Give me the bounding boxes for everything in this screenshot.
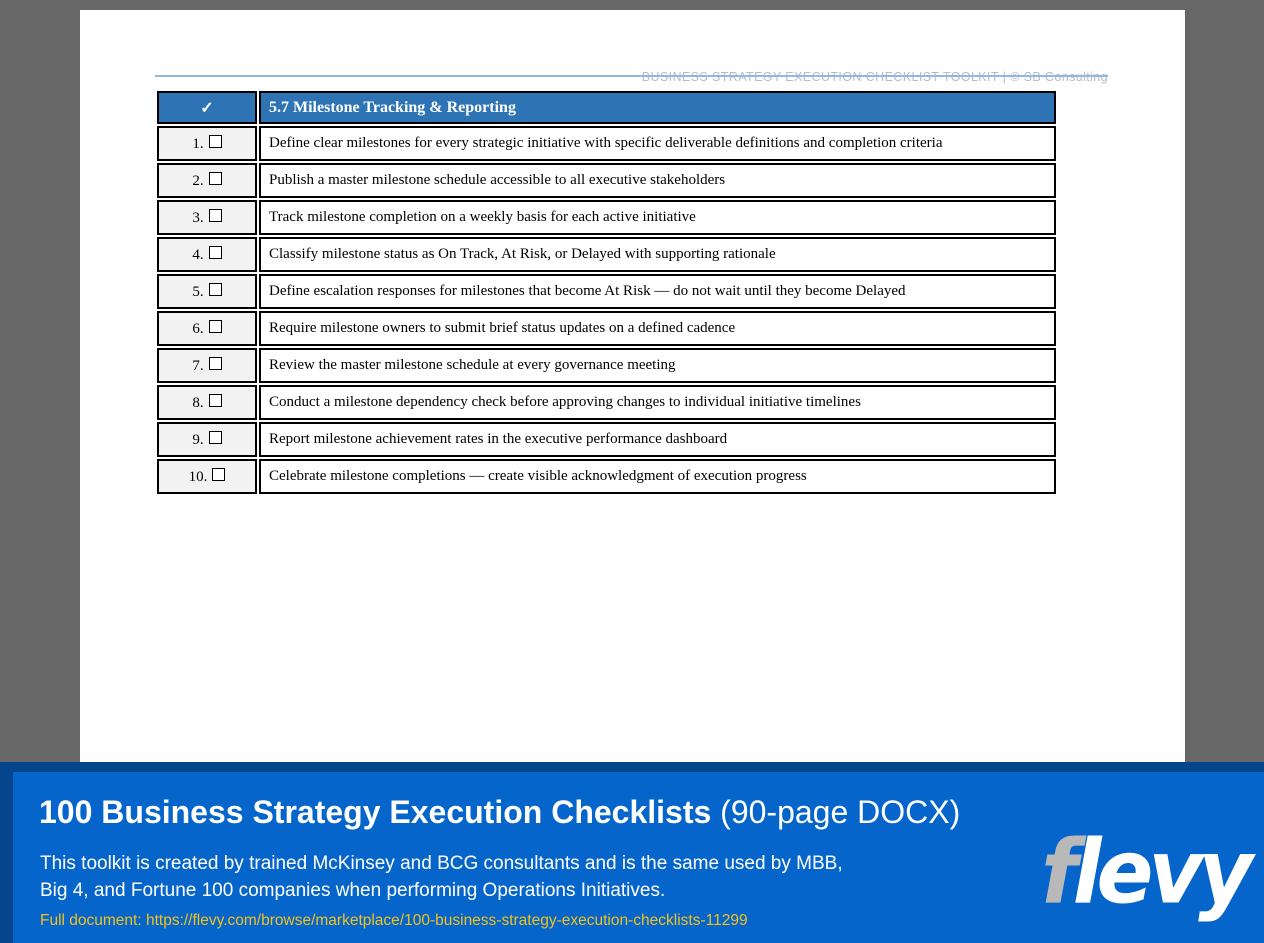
checkbox-icon <box>208 171 222 185</box>
milestone-checklist-table: ✓ 5.7 Milestone Tracking & Reporting 1. … <box>155 89 1058 496</box>
row-text-cell: Define clear milestones for every strate… <box>259 126 1056 161</box>
checkbox-icon <box>208 282 222 296</box>
banner-title: 100 Business Strategy Execution Checklis… <box>39 794 960 831</box>
checklist-item-text: Define escalation responses for mileston… <box>269 283 906 299</box>
header-underline-rule <box>155 75 1108 77</box>
checkbox-icon <box>208 393 222 407</box>
checklist-item-text: Classify milestone status as On Track, A… <box>269 246 776 262</box>
checklist-item-text: Review the master milestone schedule at … <box>269 357 676 373</box>
row-text-cell: Require milestone owners to submit brief… <box>259 311 1056 346</box>
row-number: 2. <box>192 172 204 189</box>
checkbox-icon <box>208 208 222 222</box>
table-row: 2. Publish a master milestone schedule a… <box>157 163 1056 198</box>
row-number: 10. <box>188 468 208 485</box>
banner-description-line2: Big 4, and Fortune 100 companies when pe… <box>40 880 666 901</box>
checkbox-icon <box>208 134 222 148</box>
checkbox-icon <box>212 467 226 481</box>
table-row: 5. Define escalation responses for miles… <box>157 274 1056 309</box>
checklist-item-text: Define clear milestones for every strate… <box>269 135 943 151</box>
table-row: 4. Classify milestone status as On Track… <box>157 237 1056 272</box>
row-text-cell: Celebrate milestone completions — create… <box>259 459 1056 494</box>
checkmark-icon: ✓ <box>200 99 214 117</box>
row-number: 4. <box>192 246 204 263</box>
row-number: 5. <box>192 283 204 300</box>
banner-description: This toolkit is created by trained McKin… <box>40 850 843 904</box>
row-check-cell: 10. <box>157 459 257 494</box>
row-check-cell: 3. <box>157 200 257 235</box>
full-document-link[interactable]: Full document: https://flevy.com/browse/… <box>40 912 748 929</box>
document-page: BUSINESS STRATEGY EXECUTION CHECKLIST TO… <box>80 10 1185 762</box>
checklist-item-text: Celebrate milestone completions — create… <box>269 468 807 484</box>
checkbox-icon <box>208 430 222 444</box>
flevy-logo-f: f <box>1041 820 1077 924</box>
table-row: 7. Review the master milestone schedule … <box>157 348 1056 383</box>
row-text-cell: Conduct a milestone dependency check bef… <box>259 385 1056 420</box>
flevy-logo: flevy <box>1041 828 1253 916</box>
banner-description-line1: This toolkit is created by trained McKin… <box>40 853 843 874</box>
row-check-cell: 9. <box>157 422 257 457</box>
row-check-cell: 2. <box>157 163 257 198</box>
promo-banner: 100 Business Strategy Execution Checklis… <box>0 762 1264 943</box>
row-number: 6. <box>192 320 204 337</box>
row-number: 9. <box>192 431 204 448</box>
row-check-cell: 1. <box>157 126 257 161</box>
row-check-cell: 5. <box>157 274 257 309</box>
table-row: 9. Report milestone achievement rates in… <box>157 422 1056 457</box>
flevy-logo-levy: levy <box>1072 820 1253 924</box>
row-number: 3. <box>192 209 204 226</box>
table-row: 10. Celebrate milestone completions — cr… <box>157 459 1056 494</box>
checklist-item-text: Report milestone achievement rates in th… <box>269 431 728 447</box>
row-text-cell: Define escalation responses for mileston… <box>259 274 1056 309</box>
section-title: 5.7 Milestone Tracking & Reporting <box>269 98 516 116</box>
checkbox-icon <box>208 319 222 333</box>
checklist-item-text: Publish a master milestone schedule acce… <box>269 172 726 188</box>
row-text-cell: Review the master milestone schedule at … <box>259 348 1056 383</box>
checklist-item-text: Require milestone owners to submit brief… <box>269 320 736 336</box>
row-check-cell: 4. <box>157 237 257 272</box>
table-row: 8. Conduct a milestone dependency check … <box>157 385 1056 420</box>
row-text-cell: Publish a master milestone schedule acce… <box>259 163 1056 198</box>
banner-title-bold: 100 Business Strategy Execution Checklis… <box>39 794 712 830</box>
checkbox-icon <box>208 245 222 259</box>
table-header-row: ✓ 5.7 Milestone Tracking & Reporting <box>157 91 1056 124</box>
row-number: 8. <box>192 394 204 411</box>
table-row: 6. Require milestone owners to submit br… <box>157 311 1056 346</box>
row-text-cell: Report milestone achievement rates in th… <box>259 422 1056 457</box>
document-running-header: BUSINESS STRATEGY EXECUTION CHECKLIST TO… <box>641 70 1108 84</box>
table-row: 1. Define clear milestones for every str… <box>157 126 1056 161</box>
row-text-cell: Classify milestone status as On Track, A… <box>259 237 1056 272</box>
checkbox-icon <box>208 356 222 370</box>
checklist-item-text: Track milestone completion on a weekly b… <box>269 209 696 225</box>
banner-title-format: (90-page DOCX) <box>711 794 961 830</box>
row-check-cell: 8. <box>157 385 257 420</box>
table-row: 3. Track milestone completion on a weekl… <box>157 200 1056 235</box>
row-check-cell: 7. <box>157 348 257 383</box>
section-title-cell: 5.7 Milestone Tracking & Reporting <box>259 91 1056 124</box>
checkmark-column-header: ✓ <box>157 91 257 124</box>
row-number: 7. <box>192 357 204 374</box>
row-text-cell: Track milestone completion on a weekly b… <box>259 200 1056 235</box>
checklist-item-text: Conduct a milestone dependency check bef… <box>269 394 861 410</box>
row-number: 1. <box>192 135 204 152</box>
row-check-cell: 6. <box>157 311 257 346</box>
